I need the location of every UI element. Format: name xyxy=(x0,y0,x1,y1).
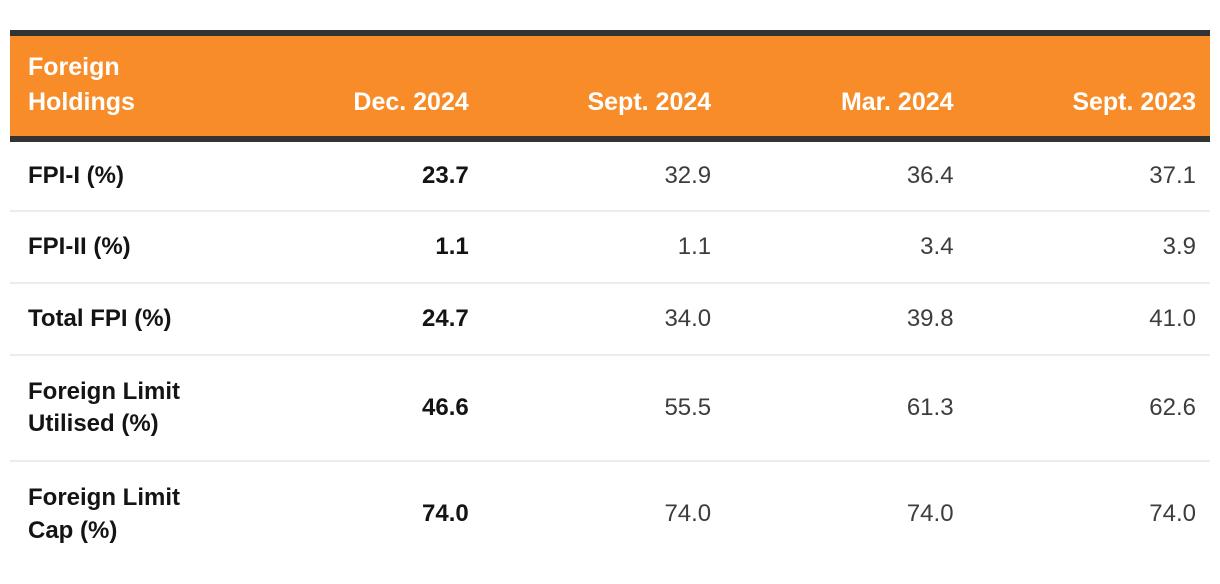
row-label: Total FPI (%) xyxy=(10,282,241,355)
row-label: Foreign Limit Cap (%) xyxy=(10,460,241,567)
header-cell-sept-2024: Sept. 2024 xyxy=(482,30,726,142)
cell-value: 74.0 xyxy=(725,460,968,567)
cell-value: 55.5 xyxy=(482,354,726,461)
cell-value: 3.9 xyxy=(967,210,1210,283)
foreign-holdings-table-wrap: Foreign Holdings Dec. 2024 Sept. 2024 Ma… xyxy=(10,30,1210,567)
cell-value: 39.8 xyxy=(725,282,968,355)
table-row-foreign-limit-cap: Foreign Limit Cap (%) 74.0 74.0 74.0 74.… xyxy=(10,460,1210,567)
table-row-fpi-2: FPI-II (%) 1.1 1.1 3.4 3.9 xyxy=(10,210,1210,283)
cell-value: 32.9 xyxy=(664,161,712,189)
cell-value: 23.7 xyxy=(422,161,469,189)
cell-value: 74.0 xyxy=(240,460,483,567)
table-row-total-fpi: Total FPI (%) 24.7 34.0 39.8 41.0 xyxy=(10,282,1210,355)
header-title: Foreign Holdings xyxy=(28,53,135,116)
cell-value: 46.6 xyxy=(240,354,483,461)
cell-value: 74.0 xyxy=(482,460,726,567)
table-header: Foreign Holdings Dec. 2024 Sept. 2024 Ma… xyxy=(10,30,1210,142)
cell-value: 61.3 xyxy=(725,354,968,461)
cell-value: 37.1 xyxy=(1149,161,1196,189)
cell-value: 74.0 xyxy=(967,460,1210,567)
header-cell-mar-2024: Mar. 2024 xyxy=(725,30,968,142)
table-row-fpi-1: FPI-I (%) 23.7 32.9 36.4 37.1 xyxy=(10,139,1210,211)
foreign-holdings-table: Foreign Holdings Dec. 2024 Sept. 2024 Ma… xyxy=(10,30,1210,567)
header-cell-dec-2024: Dec. 2024 xyxy=(240,30,483,142)
row-label: FPI-II (%) xyxy=(10,210,241,283)
cell-value: 24.7 xyxy=(240,282,483,355)
cell-value: 36.4 xyxy=(906,161,954,189)
header-cell-foreign-holdings: Foreign Holdings xyxy=(10,30,241,142)
row-label: FPI-I (%) xyxy=(28,161,124,189)
header-cell-sept-2023: Sept. 2023 xyxy=(967,30,1210,142)
table-row-foreign-limit-utilised: Foreign Limit Utilised (%) 46.6 55.5 61.… xyxy=(10,354,1210,461)
header-row: Foreign Holdings Dec. 2024 Sept. 2024 Ma… xyxy=(10,30,1210,142)
cell-value: 41.0 xyxy=(967,282,1210,355)
table-body: FPI-I (%) 23.7 32.9 36.4 37.1 FPI-II (%)… xyxy=(10,139,1210,567)
cell-value: 3.4 xyxy=(725,210,968,283)
cell-value: 34.0 xyxy=(482,282,726,355)
row-label: Foreign Limit Utilised (%) xyxy=(10,354,241,461)
cell-value: 62.6 xyxy=(967,354,1210,461)
cell-value: 1.1 xyxy=(240,210,483,283)
cell-value: 1.1 xyxy=(482,210,726,283)
